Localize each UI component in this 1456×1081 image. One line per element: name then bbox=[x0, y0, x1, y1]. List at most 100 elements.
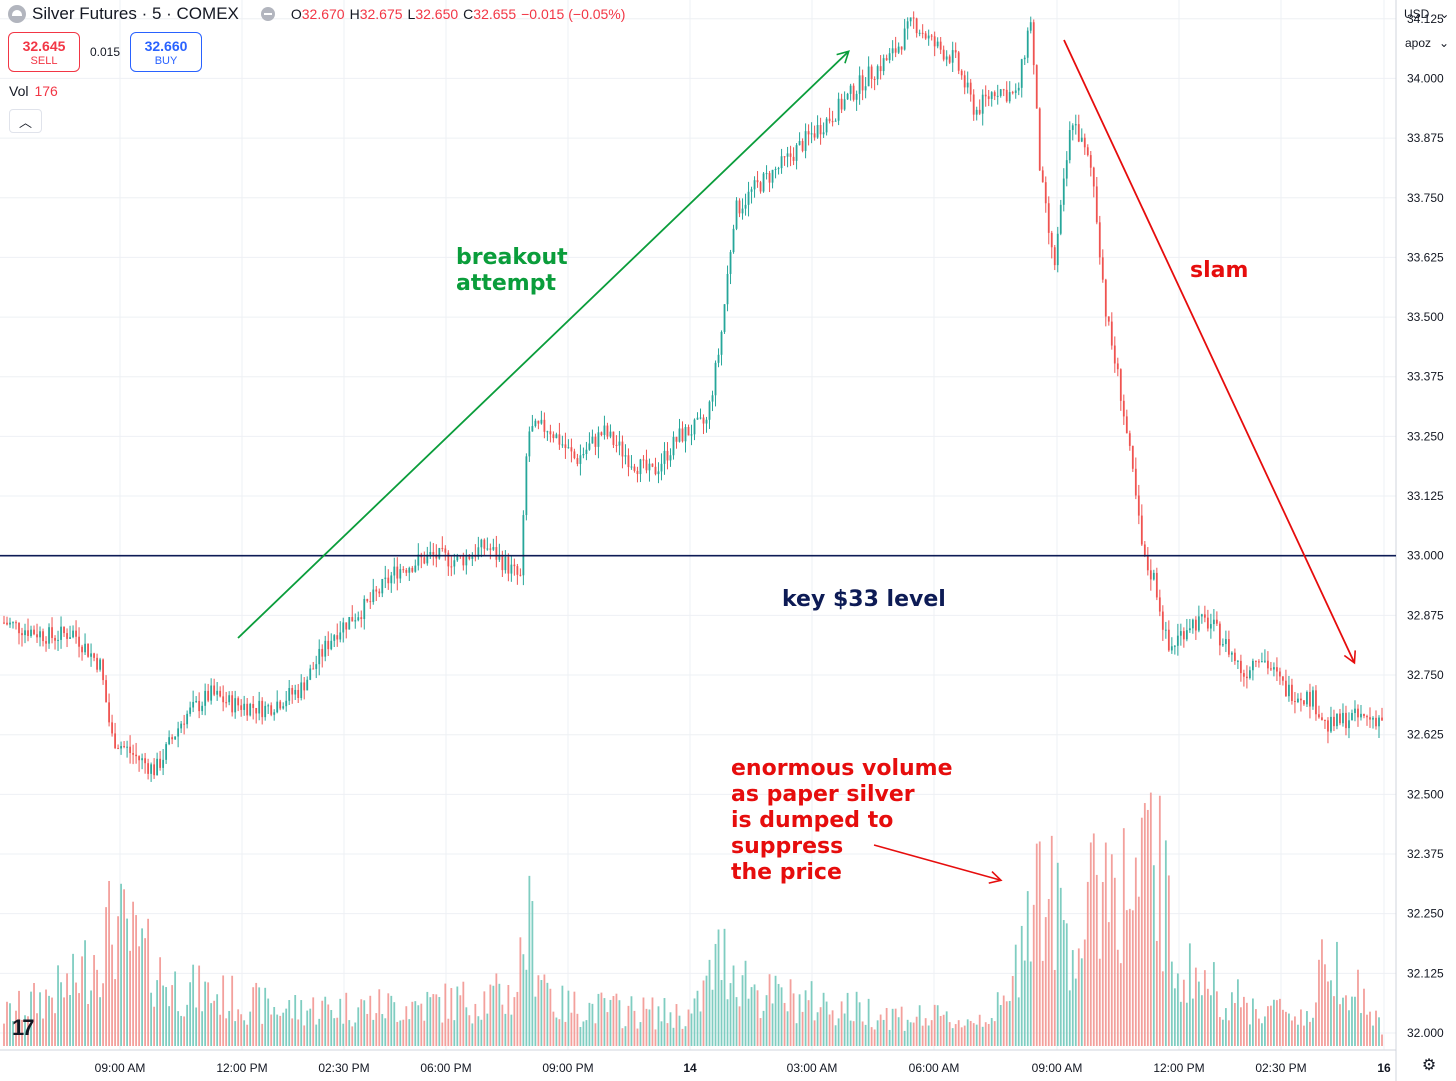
y-tick-label: 33.875 bbox=[1407, 131, 1444, 145]
candle-body bbox=[1101, 257, 1104, 280]
candle-body bbox=[1050, 232, 1053, 248]
volume-bar bbox=[723, 928, 726, 1046]
chevron-up-icon[interactable]: ︿ bbox=[9, 109, 42, 133]
candle-body bbox=[198, 700, 201, 712]
candle-body bbox=[267, 705, 270, 707]
symbol-name[interactable]: Silver Futures · 5 · COMEX bbox=[32, 4, 239, 23]
volume-bar bbox=[405, 1006, 408, 1046]
candle-body bbox=[504, 556, 507, 571]
volume-bar bbox=[1125, 910, 1128, 1046]
volume-bar bbox=[849, 1020, 852, 1046]
volume-bar bbox=[1116, 949, 1119, 1046]
volume-bar bbox=[1188, 943, 1191, 1046]
candle-body bbox=[1273, 667, 1275, 670]
volume-bar bbox=[510, 1014, 513, 1046]
candle-body bbox=[1285, 680, 1287, 697]
candle-body bbox=[888, 53, 891, 61]
candle-body bbox=[306, 679, 309, 691]
volume-bar bbox=[6, 1001, 8, 1046]
buy-button[interactable]: 32.660 BUY bbox=[130, 32, 202, 72]
volume-bar bbox=[540, 980, 543, 1046]
candle-body bbox=[921, 32, 924, 34]
candle-body bbox=[1167, 629, 1170, 651]
volume-bar bbox=[1375, 1010, 1377, 1046]
candle-body bbox=[774, 168, 777, 170]
candle-body bbox=[480, 539, 483, 548]
candle-body bbox=[912, 17, 915, 19]
volume-bar bbox=[1215, 991, 1218, 1046]
volume-bar bbox=[147, 918, 150, 1046]
volume-bar bbox=[693, 998, 696, 1046]
volume-bar bbox=[531, 901, 534, 1046]
minus-circle-icon[interactable] bbox=[260, 7, 275, 21]
volume-bar bbox=[576, 1013, 579, 1046]
volume-bar bbox=[813, 1020, 816, 1046]
volume-bar bbox=[90, 990, 92, 1046]
volume-bar bbox=[1372, 1025, 1374, 1046]
volume-bar bbox=[315, 1024, 318, 1046]
candle-body bbox=[135, 754, 137, 757]
candle-body bbox=[186, 713, 189, 725]
gear-icon[interactable]: ⚙ bbox=[1421, 1057, 1437, 1074]
candle-body bbox=[1065, 160, 1068, 179]
x-tick-label: 06:00 AM bbox=[909, 1061, 960, 1075]
volume-bar bbox=[1143, 803, 1146, 1046]
volume-bar bbox=[117, 916, 119, 1046]
candle-body bbox=[975, 109, 978, 115]
volume-bar bbox=[135, 915, 137, 1046]
volume-bar bbox=[621, 1028, 624, 1046]
volume-bar bbox=[156, 980, 159, 1046]
volume-bar bbox=[9, 1003, 11, 1046]
volume-bar bbox=[504, 1013, 507, 1046]
candle-body bbox=[348, 617, 351, 630]
volume-bar bbox=[1050, 835, 1053, 1046]
volume-bar bbox=[681, 1028, 684, 1046]
candle-body bbox=[1333, 716, 1335, 727]
volume-legend[interactable]: Vol 176 bbox=[9, 83, 58, 99]
volume-bar bbox=[1258, 1018, 1260, 1046]
volume-bar bbox=[24, 1015, 26, 1046]
volume-bar bbox=[285, 1008, 288, 1046]
sell-button[interactable]: 32.645 SELL bbox=[8, 32, 80, 72]
volume-bar bbox=[951, 1028, 954, 1046]
candle-body bbox=[327, 640, 330, 650]
volume-bar bbox=[1330, 980, 1332, 1046]
volume-bar bbox=[1233, 1003, 1236, 1046]
candle-body bbox=[225, 702, 228, 704]
volume-bar bbox=[453, 1020, 456, 1046]
volume-bar bbox=[159, 957, 162, 1046]
volume-bar bbox=[1098, 958, 1101, 1046]
candle-body bbox=[786, 153, 789, 157]
candle-body bbox=[621, 441, 624, 457]
candle-body bbox=[903, 28, 906, 50]
volume-bar bbox=[1300, 1009, 1302, 1046]
candle-body bbox=[147, 763, 150, 774]
volume-bar bbox=[372, 1019, 375, 1046]
volume-bar bbox=[36, 1013, 38, 1046]
volume-bar bbox=[168, 1006, 171, 1046]
silver-coin-icon bbox=[8, 5, 26, 23]
candle-body bbox=[150, 764, 153, 774]
candle-body bbox=[1233, 652, 1236, 661]
candle-body bbox=[309, 668, 312, 680]
tradingview-logo-icon[interactable]: 17 bbox=[12, 1015, 35, 1040]
volume-bar bbox=[888, 1029, 891, 1046]
candle-body bbox=[42, 631, 44, 642]
volume-bar bbox=[519, 937, 522, 1046]
candle-body bbox=[642, 459, 645, 461]
scale-mode-select[interactable]: apoz bbox=[1405, 36, 1449, 50]
volume-bar bbox=[897, 1017, 900, 1046]
candle-body bbox=[321, 648, 324, 657]
candle-body bbox=[405, 569, 408, 573]
currency-select[interactable]: USD bbox=[1404, 7, 1449, 21]
volume-bar bbox=[261, 1023, 264, 1046]
volume-bar bbox=[501, 1004, 504, 1046]
volume-bar bbox=[357, 1007, 360, 1046]
volume-bar bbox=[789, 979, 792, 1046]
volume-bar bbox=[855, 991, 858, 1046]
volume-bar bbox=[858, 1002, 861, 1046]
y-tick-label: 32.000 bbox=[1407, 1026, 1444, 1040]
volume-bar bbox=[867, 998, 870, 1046]
